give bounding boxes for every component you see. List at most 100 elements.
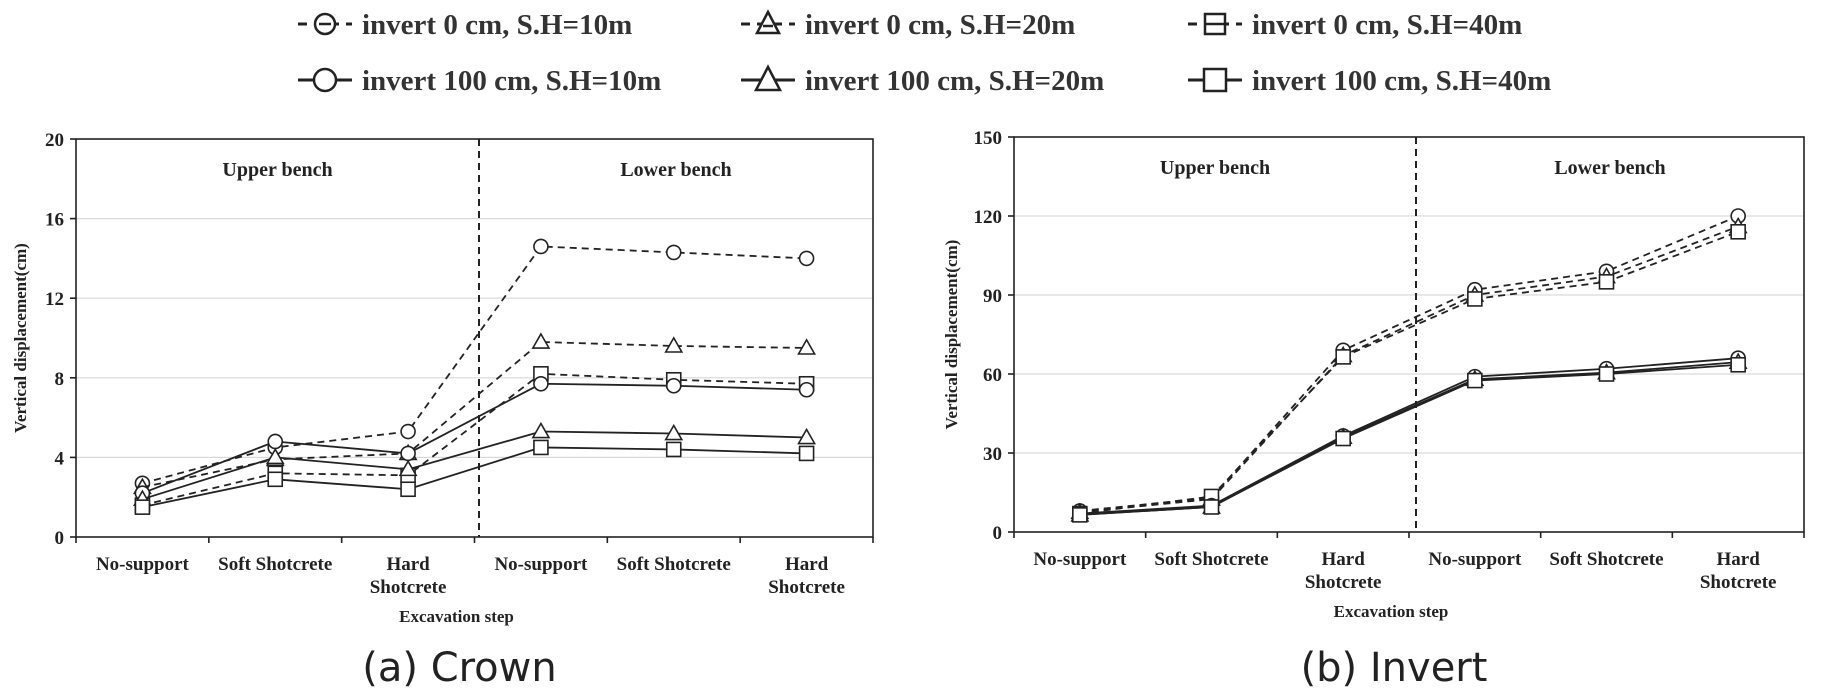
- y-tick-label: 150: [974, 128, 1003, 149]
- series: [1070, 352, 1748, 522]
- y-tick-label: 120: [974, 207, 1003, 228]
- y-tick-label: 20: [45, 130, 64, 151]
- series: [134, 366, 815, 513]
- series-line: [142, 430, 807, 501]
- data-point: [797, 427, 817, 445]
- data-point: [533, 439, 549, 456]
- data-point: [533, 238, 549, 255]
- x-tick-label-line: Shotcrete: [1305, 572, 1382, 593]
- y-tick-label: 0: [993, 523, 1003, 544]
- data-point: [664, 423, 684, 441]
- x-tick-label: No-support: [96, 554, 190, 575]
- legend-label: invert 100 cm, S.H=40m: [1252, 65, 1551, 97]
- series-line: [1079, 230, 1739, 515]
- y-tick-label: 12: [45, 289, 64, 310]
- series: [1072, 208, 1746, 519]
- series-line: [1079, 225, 1739, 514]
- data-point: [265, 447, 285, 465]
- series: [1070, 216, 1748, 520]
- y-tick-label: 30: [983, 444, 1002, 465]
- data-point: [798, 445, 815, 462]
- x-tick-label: No-support: [1428, 549, 1522, 570]
- legend-label: invert 0 cm, S.H=10m: [362, 9, 632, 41]
- legend-label: invert 100 cm, S.H=20m: [805, 65, 1104, 97]
- legend-entry: invert 100 cm, S.H=20m: [741, 64, 1104, 97]
- region-label: Upper bench: [222, 159, 332, 181]
- data-point: [1335, 430, 1351, 447]
- x-tick-label: No-support: [1033, 549, 1127, 570]
- data-point: [134, 499, 151, 515]
- x-tick-label-line: Shotcrete: [1700, 572, 1777, 593]
- legend-label: invert 100 cm, S.H=10m: [362, 65, 661, 97]
- data-point: [1335, 349, 1351, 365]
- legend-label: invert 0 cm, S.H=40m: [1252, 9, 1522, 41]
- y-tick-label: 4: [55, 448, 65, 469]
- x-tick-label: Soft Shotcrete: [1549, 549, 1663, 570]
- series-line: [142, 446, 807, 509]
- data-point: [267, 471, 284, 488]
- data-point: [398, 459, 418, 477]
- x-tick-label-line: Hard: [1322, 549, 1366, 570]
- region-label: Lower bench: [1554, 157, 1665, 179]
- data-point: [1467, 372, 1483, 389]
- series-line: [142, 341, 807, 489]
- series: [134, 439, 815, 515]
- series: [1072, 356, 1746, 523]
- x-tick-label-line: Hard: [1717, 549, 1761, 570]
- x-tick-label-line: Hard: [386, 554, 430, 575]
- data-point: [798, 381, 815, 398]
- x-axis-label: Excavation step: [399, 607, 514, 626]
- legend: invert 0 cm, S.H=10m invert 0 cm, S.H=20m…: [298, 9, 1551, 97]
- x-tick-label: No-support: [494, 554, 588, 575]
- legend-marker-triangle-icon: [754, 9, 782, 35]
- data-point: [400, 481, 416, 498]
- x-tick-label: Hard Shotcrete: [1305, 549, 1382, 593]
- x-tick-label-line: Hard: [785, 554, 829, 575]
- legend-marker-circle-icon: [312, 67, 338, 93]
- legend-entry: invert 100 cm, S.H=40m: [1188, 65, 1551, 97]
- legend-entry: invert 0 cm, S.H=10m: [298, 9, 632, 41]
- series-line: [1079, 363, 1739, 516]
- x-tick-label: Hard Shotcrete: [1700, 549, 1777, 593]
- data-point: [1072, 507, 1088, 523]
- series-line: [142, 382, 807, 495]
- data-point: [665, 244, 682, 261]
- data-point: [1730, 224, 1746, 240]
- series-line: [1079, 357, 1739, 515]
- x-tick-label: Hard Shotcrete: [768, 554, 845, 598]
- x-tick-label: Soft Shotcrete: [218, 554, 332, 575]
- x-tick-label: Soft Shotcrete: [617, 554, 731, 575]
- data-point: [798, 250, 815, 267]
- y-tick-label: 60: [983, 365, 1002, 386]
- legend-entry: invert 0 cm, S.H=40m: [1188, 9, 1522, 41]
- series: [132, 421, 817, 507]
- x-tick-label-line: Shotcrete: [370, 577, 447, 598]
- data-point: [665, 441, 682, 458]
- y-tick-label: 8: [55, 369, 65, 390]
- legend-entry: invert 100 cm, S.H=10m: [298, 65, 661, 97]
- y-axis-label: Vertical displacement(cm): [11, 243, 30, 433]
- data-point: [664, 336, 684, 353]
- x-tick-label-line: Shotcrete: [768, 577, 845, 598]
- y-axis-label: Vertical displacement(cm): [942, 240, 961, 430]
- legend-entry: invert 0 cm, S.H=20m: [741, 9, 1075, 41]
- x-axis-label: Excavation step: [1334, 602, 1449, 621]
- region-label: Lower bench: [620, 159, 731, 181]
- series-line: [142, 245, 807, 485]
- chart-caption: (a) Crown: [362, 645, 556, 691]
- data-point: [531, 332, 551, 349]
- data-point: [665, 377, 682, 394]
- chart-caption: (b) Invert: [1301, 645, 1488, 691]
- data-point: [531, 421, 551, 439]
- series: [1072, 350, 1746, 522]
- series: [1072, 224, 1746, 522]
- legend-label: invert 0 cm, S.H=20m: [805, 9, 1075, 41]
- y-tick-label: 0: [55, 528, 65, 549]
- data-point: [1598, 366, 1615, 382]
- legend-marker-triangle-icon: [753, 64, 783, 92]
- data-point: [400, 445, 416, 462]
- y-tick-label: 90: [983, 286, 1002, 307]
- x-tick-label: Hard Shotcrete: [370, 554, 447, 598]
- data-point: [1203, 499, 1220, 515]
